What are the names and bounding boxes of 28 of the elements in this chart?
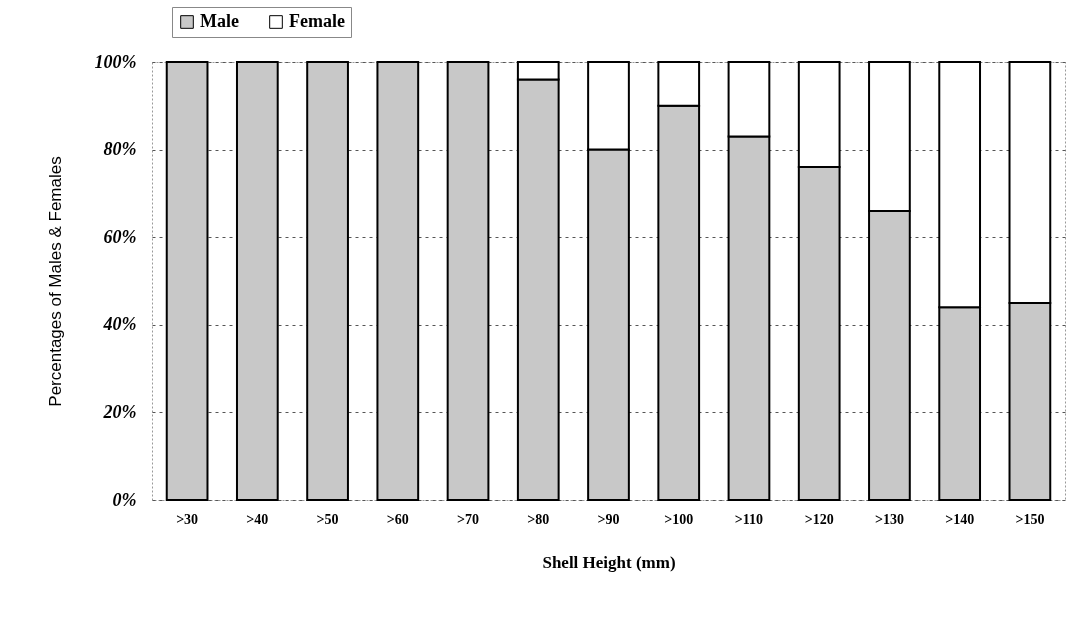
x-axis-title: Shell Height (mm)	[542, 552, 676, 572]
legend-label: Female	[289, 11, 345, 31]
x-tick-label: >140	[945, 511, 975, 527]
x-tick-label: >150	[1015, 511, 1045, 527]
x-tick-label: >60	[386, 511, 409, 527]
y-tick-label: 20%	[102, 401, 137, 422]
y-tick-label: 40%	[102, 314, 137, 335]
x-tick-label: >70	[457, 511, 480, 527]
x-tick-label: >80	[527, 511, 550, 527]
bar	[165, 61, 209, 501]
x-tick-label: >120	[804, 511, 834, 527]
bar	[235, 61, 279, 501]
bar	[376, 61, 420, 501]
x-tick-label: >40	[246, 511, 269, 527]
y-tick-label: 60%	[103, 226, 137, 247]
y-tick-label: 100%	[94, 51, 137, 72]
bar	[446, 61, 490, 501]
y-axis-title: Percentages of Males & Females	[45, 156, 65, 407]
x-tick-label: >110	[734, 511, 764, 527]
x-tick-label: >90	[597, 511, 620, 527]
x-tick-label: >50	[316, 511, 339, 527]
x-tick-label: >30	[176, 511, 199, 527]
y-tick-label: 80%	[103, 139, 137, 160]
legend-label: Male	[200, 11, 239, 31]
y-tick-label: 0%	[112, 489, 137, 510]
x-tick-label: >130	[874, 511, 904, 527]
x-tick-label: >100	[664, 511, 694, 527]
bar	[306, 61, 349, 501]
